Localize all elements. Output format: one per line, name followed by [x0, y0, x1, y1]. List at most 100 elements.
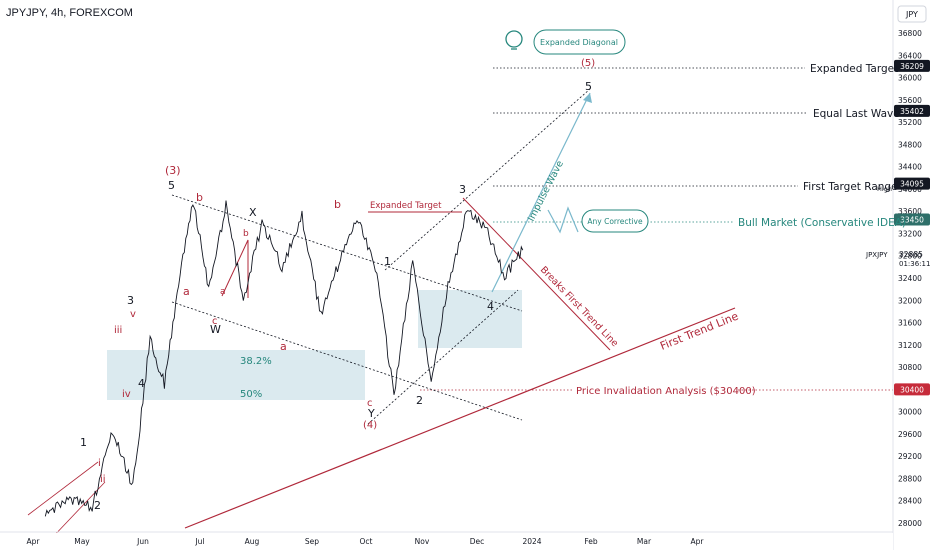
wave-5-target: 5	[585, 80, 592, 93]
wave-c1: c	[212, 316, 218, 327]
wave-b2: b	[334, 198, 341, 211]
expanded-target-small: Expanded Target	[370, 201, 442, 211]
time-tick: Nov	[415, 537, 430, 546]
price-tick: 35600	[898, 96, 922, 105]
bull-market-label: Bull Market (Conservative IDEA)	[738, 217, 906, 229]
wave-X: X	[249, 206, 257, 219]
fib-50-label: 50%	[240, 389, 262, 400]
time-tick: Mar	[637, 537, 652, 546]
price-tick: 28000	[898, 519, 922, 528]
impulse-wave-label: Impulse Wave	[526, 159, 566, 224]
wave-ii: ii	[100, 474, 106, 485]
price-tick: 34400	[898, 163, 922, 172]
expanded-target-tag-text: 36209	[900, 62, 924, 71]
price-tick: 29200	[898, 452, 922, 461]
wave-iii: iii	[114, 325, 122, 336]
time-axis	[0, 533, 893, 550]
wave-b-small: b	[243, 229, 249, 239]
price-tick: 28800	[898, 474, 922, 483]
current-price: 32885	[899, 250, 923, 259]
wave-3-paren: (3)	[165, 164, 181, 177]
channel-upper	[171, 194, 523, 312]
time-tick: Feb	[584, 537, 598, 546]
wave-4-left: 4	[138, 377, 145, 390]
price-tick: 33600	[898, 207, 922, 216]
first-trend-line	[184, 307, 736, 529]
any-corrective-text: Any Corrective	[587, 217, 643, 226]
diagonal-lower	[367, 289, 519, 425]
abc-small	[221, 239, 249, 298]
impulse-arrow	[491, 92, 591, 293]
impulse-arrowhead	[583, 93, 592, 103]
wave-a-small: a	[220, 287, 226, 297]
price-axis	[893, 0, 932, 550]
price-tick: 36400	[898, 51, 922, 60]
time-tick: Dec	[470, 537, 485, 546]
chart-title: JPYJPY, 4h, FOREXCOM	[6, 7, 133, 19]
expanded-diagonal-text: Expanded Diagonal	[540, 38, 618, 47]
wave-3-right: 3	[459, 183, 466, 196]
wave-v: v	[130, 309, 136, 320]
diagonal-upper	[384, 88, 591, 271]
price-tick: 36000	[898, 74, 922, 83]
price-invalidation-tag-text: 30400	[900, 385, 924, 394]
price-tick: 33200	[898, 229, 922, 238]
invalidation-label: Price Invalidation Analysis ($30400)	[576, 386, 756, 397]
expanded-diagonal-box	[533, 29, 626, 55]
first-target-label: First Target Range	[803, 181, 898, 193]
bull-market-tag	[894, 213, 930, 226]
wave-2-mid: 2	[416, 394, 423, 407]
time-tick: Aug	[245, 537, 260, 546]
price-tick: 28400	[898, 497, 922, 506]
first-target-range-tag	[894, 177, 930, 190]
currency-badge-box	[897, 5, 927, 23]
time-tick: Jun	[136, 537, 149, 546]
time-ticks: Apr May Jun Jul Aug Sep Oct Nov Dec 2024 Feb Mar Apr	[27, 537, 705, 546]
wave-i: i	[98, 458, 101, 469]
price-tick: 36800	[898, 29, 922, 38]
expanded-target-tag	[894, 59, 930, 72]
breaks-trend-label: Breaks First Trend Line	[538, 264, 620, 349]
equal-last-wave-label: Equal Last Wave	[813, 108, 900, 120]
expanded-target-label: Expanded Target	[810, 63, 898, 75]
bull-market-tag-text: 33450	[900, 216, 924, 225]
any-corrective-box	[581, 209, 649, 233]
price-tick: 32800	[898, 252, 922, 261]
fib-zone-left	[107, 350, 365, 400]
early-channel-upper	[27, 461, 99, 516]
price-tick: 31600	[898, 319, 922, 328]
corrective-zigzag	[547, 206, 579, 234]
wave-1-left: 1	[80, 436, 87, 449]
wave-W: W	[210, 323, 221, 336]
wave-a2: a	[280, 340, 287, 353]
wave-5-paren: (5)	[581, 58, 595, 69]
equal-last-wave-tag	[894, 104, 930, 117]
time-tick: May	[74, 537, 90, 546]
wave-b1: b	[196, 191, 203, 204]
price-line	[44, 200, 524, 517]
first-trend-label: First Trend Line	[658, 309, 740, 352]
time-tick: Oct	[360, 537, 373, 546]
wave-3-left: 3	[127, 294, 134, 307]
price-tick: 31200	[898, 341, 922, 350]
time-tick: Apr	[691, 537, 705, 546]
wave-5-top: 5	[168, 179, 175, 192]
wave-c2: c	[367, 398, 373, 409]
price-invalidation-tag	[894, 383, 930, 396]
equal-last-wave-tag-text: 35402	[900, 107, 924, 116]
price-tick: 30800	[898, 363, 922, 372]
wave-iv: iv	[122, 389, 131, 400]
price-tick: 30000	[898, 408, 922, 417]
price-tick: 32000	[898, 296, 922, 305]
price-ticks: 3680036400360003560035200348003440034000…	[898, 29, 922, 528]
fib-zone-right	[418, 290, 522, 348]
wave-Y: Y	[367, 407, 375, 420]
wave-2-left: 2	[94, 499, 101, 512]
price-tick: 35200	[898, 118, 922, 127]
first-target-range-tag-text: 34095	[900, 180, 924, 189]
wave-4-paren: (4)	[363, 420, 377, 431]
currency-badge: JPY	[905, 10, 918, 19]
high-label: High	[877, 185, 892, 193]
price-tick: 34800	[898, 140, 922, 149]
